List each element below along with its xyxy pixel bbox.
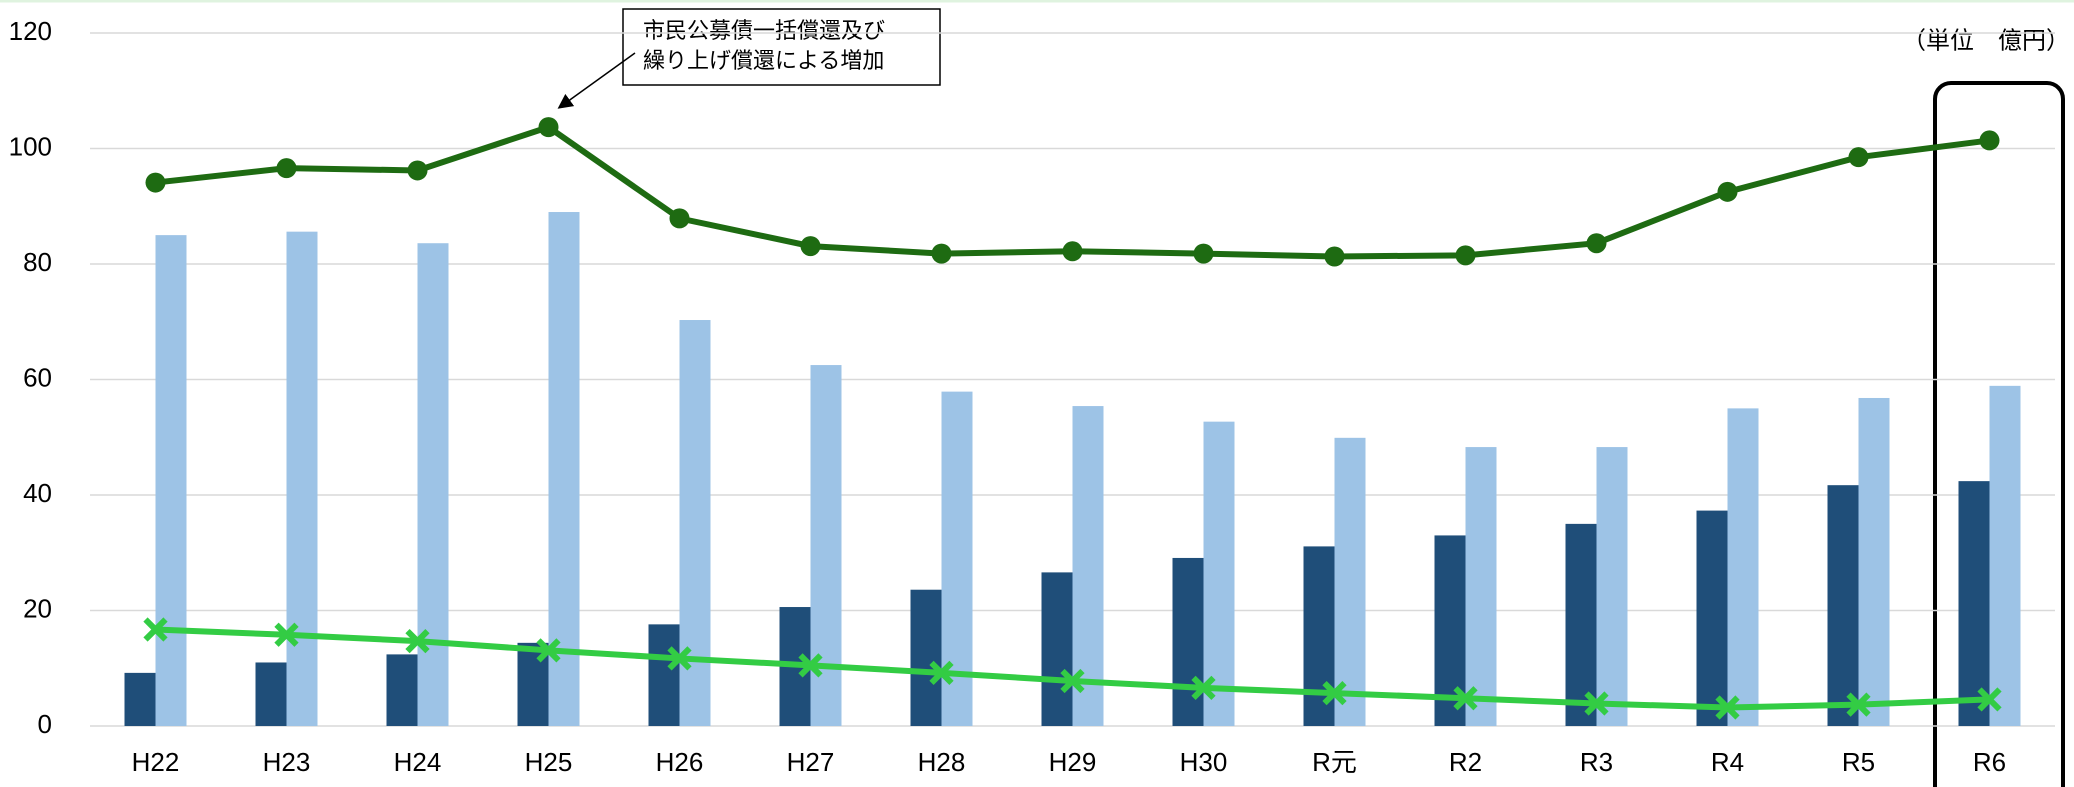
point [667,646,692,671]
point [669,208,690,229]
point [1191,675,1216,701]
point [1717,181,1738,202]
bar [1334,437,1366,726]
y-tick-label: 100 [9,131,52,161]
point [1848,147,1869,168]
point [1322,680,1347,706]
bar [1989,385,2021,726]
y-tick-label: 20 [23,593,52,623]
x-tick-label: R2 [1449,747,1482,777]
x-tick-label: R5 [1842,747,1875,777]
x-tick-label: H26 [656,747,704,777]
bar [1596,447,1628,726]
point [1060,668,1085,694]
x-tick-label: H23 [263,747,311,777]
point [1584,691,1609,716]
x-tick-label: H25 [525,747,573,777]
annotation-line: 繰り上げ償還による増加 [643,48,884,73]
point [1977,687,2002,712]
point [931,243,952,264]
bar [286,231,318,726]
x-tick-label: R4 [1711,747,1744,777]
point [274,622,299,647]
point [1324,246,1345,267]
bar [1041,572,1073,726]
bar [1696,510,1728,726]
y-tick-label: 60 [23,362,52,392]
bar [910,589,942,726]
point [143,617,168,642]
point [1979,130,2000,151]
x-tick-label: R元 [1312,747,1357,777]
bar [1727,408,1759,726]
point [538,117,559,138]
annotation-box [622,8,941,86]
x-tick-label: H24 [394,747,442,777]
line [155,123,1990,260]
x-tick-label: H27 [787,747,835,777]
bar [1827,485,1859,726]
bar [155,235,187,726]
point [1586,233,1607,254]
bar [1172,557,1204,726]
x-tick-label: R3 [1580,747,1613,777]
x-tick-label: H28 [918,747,966,777]
point [1193,243,1214,264]
highlight-box [1933,81,2065,787]
bar [417,243,449,726]
point [1455,245,1476,266]
y-tick-label: 40 [23,478,52,508]
point [405,628,430,654]
point [276,158,297,179]
bar [548,212,580,726]
y-tick-label: 0 [38,709,52,739]
point [1062,241,1083,262]
point [929,660,954,685]
point [1715,695,1740,720]
y-tick-label: 80 [23,247,52,277]
x-tick-label: H22 [132,747,180,777]
x-tick-label: H29 [1049,747,1097,777]
x-tick-label: H30 [1180,747,1228,777]
point [145,172,166,193]
bar [1465,447,1497,726]
bar [648,624,680,726]
bar [1203,421,1235,726]
bar [124,672,156,726]
point [800,236,821,257]
point [407,160,428,181]
point [536,638,561,663]
annotation-line: 市民公募債一括償還及び [643,18,885,43]
point [798,653,823,678]
bar [386,654,418,726]
bar [255,662,287,726]
point [1846,692,1871,717]
unit-label: （単位 億円） [1902,27,2070,54]
annotation-arrow [557,52,636,109]
bar [1958,481,1990,726]
bar [1565,523,1597,726]
x-tick-label: R6 [1973,747,2006,777]
point [1453,686,1478,711]
y-tick-label: 120 [9,16,52,46]
bar [1858,397,1890,726]
